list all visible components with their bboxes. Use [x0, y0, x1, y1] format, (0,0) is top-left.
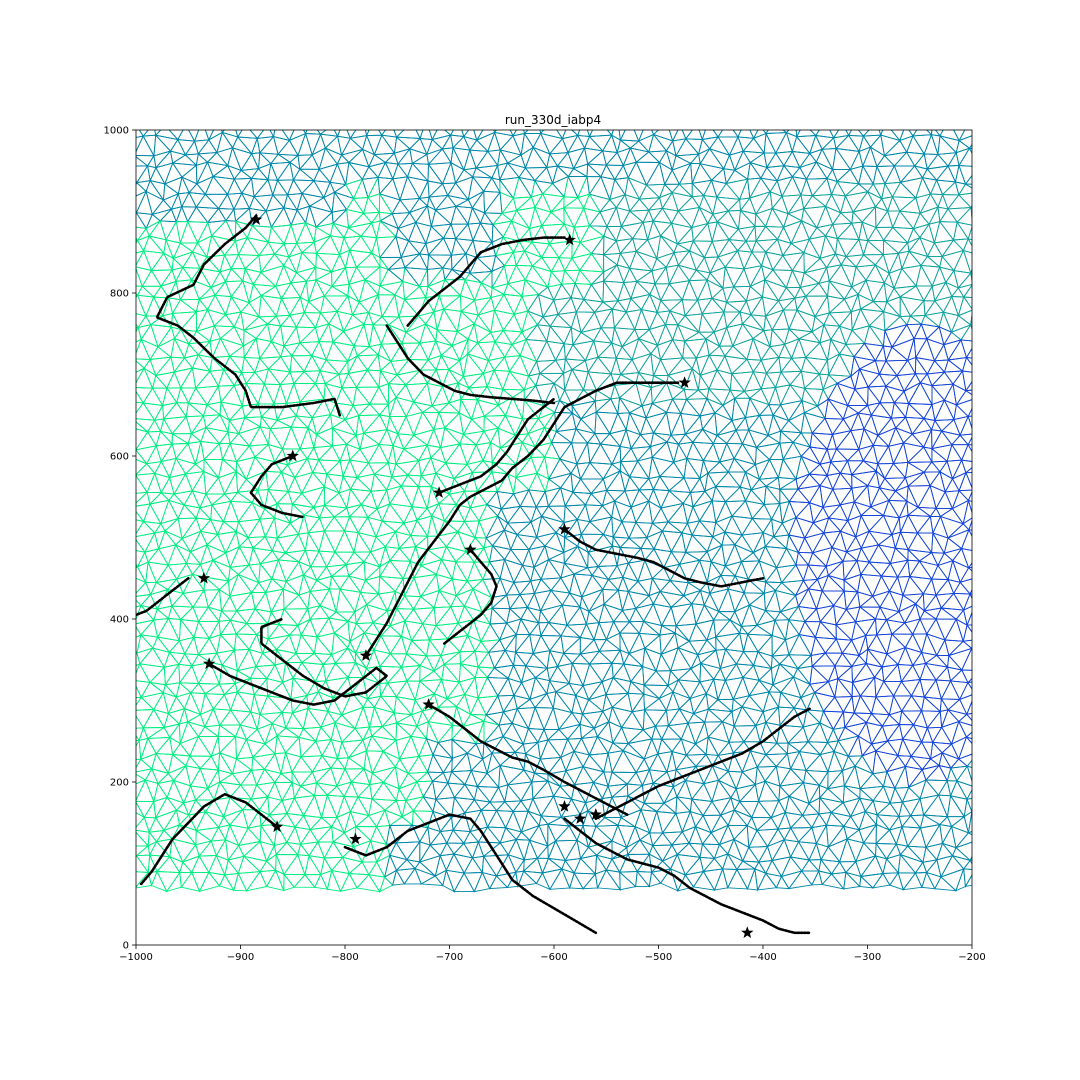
mesh-triangle	[967, 436, 972, 446]
mesh-triangle	[966, 611, 972, 626]
mesh-triangle	[966, 788, 972, 800]
mesh-triangle	[269, 130, 276, 138]
mesh-triangle	[967, 225, 972, 241]
mesh-triangle	[967, 415, 972, 430]
chart-title: run_330d_iabp4	[505, 113, 601, 127]
mesh-triangle	[968, 519, 972, 531]
mesh-triangle	[962, 296, 972, 310]
mesh-triangle	[908, 130, 918, 137]
mesh-triangle	[965, 472, 972, 489]
plot-area	[136, 130, 972, 945]
mesh-layer	[136, 130, 972, 893]
mesh-triangle	[473, 130, 484, 142]
mesh-triangle	[967, 491, 972, 502]
mesh-triangle	[967, 681, 972, 690]
mesh-triangle	[333, 130, 341, 138]
mesh-triangle	[967, 499, 972, 515]
mesh-triangle	[964, 389, 972, 396]
mesh-triangle	[966, 765, 972, 783]
mesh-triangle	[934, 130, 944, 137]
mesh-triangle	[966, 700, 972, 715]
mesh-triangle	[962, 284, 972, 298]
mesh-triangle	[571, 130, 580, 137]
mesh-triangle	[138, 130, 149, 137]
mesh-triangle	[965, 347, 972, 359]
